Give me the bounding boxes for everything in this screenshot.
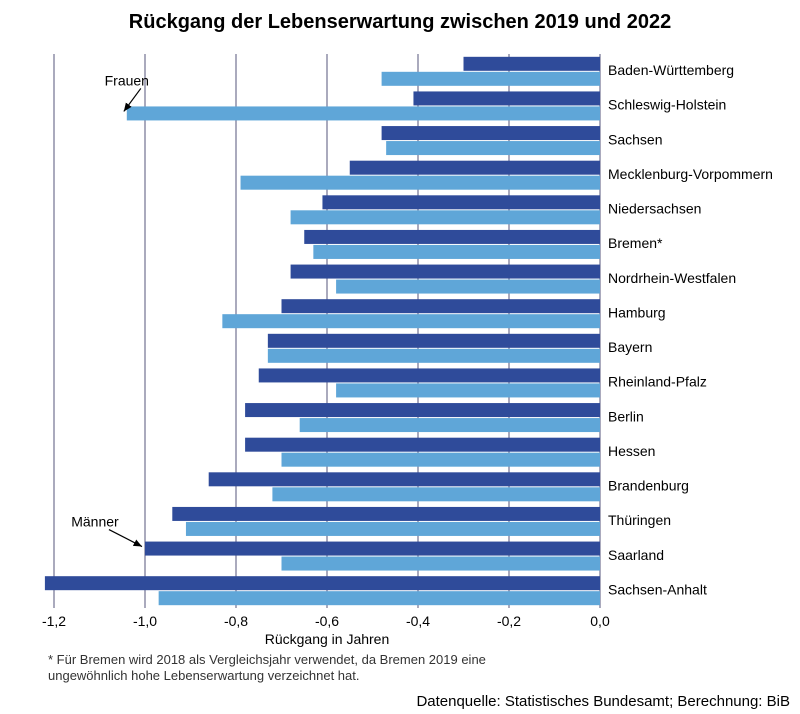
x-tick-label: 0,0 xyxy=(590,613,610,629)
category-label: Bremen* xyxy=(608,235,663,251)
x-tick-label: -0,8 xyxy=(224,613,248,629)
footnote-line2: ungewöhnlich hohe Lebenserwartung verzei… xyxy=(48,668,360,683)
chart-container: Rückgang der Lebenserwartung zwischen 20… xyxy=(0,0,800,714)
bar-männer xyxy=(304,230,600,244)
source-text: Datenquelle: Statistisches Bundesamt; Be… xyxy=(416,693,790,710)
bar-frauen xyxy=(282,453,601,467)
annotation-arrow xyxy=(109,530,142,547)
category-label: Saarland xyxy=(608,547,664,563)
x-tick-label: -0,2 xyxy=(497,613,521,629)
bar-männer xyxy=(259,368,600,382)
bar-männer xyxy=(413,91,600,105)
category-label: Berlin xyxy=(608,408,644,424)
bar-frauen xyxy=(127,106,600,120)
bar-frauen xyxy=(386,141,600,155)
bar-frauen xyxy=(291,210,600,224)
chart-title: Rückgang der Lebenserwartung zwischen 20… xyxy=(129,11,671,33)
bar-männer xyxy=(209,472,600,486)
bar-männer xyxy=(382,126,600,140)
bar-frauen xyxy=(222,314,600,328)
bar-männer xyxy=(145,542,600,556)
x-axis-label: Rückgang in Jahren xyxy=(265,631,390,647)
bar-frauen xyxy=(186,522,600,536)
bar-frauen xyxy=(241,176,600,190)
category-label: Bayern xyxy=(608,339,652,355)
category-label: Sachsen xyxy=(608,131,662,147)
category-label: Schleswig-Holstein xyxy=(608,97,726,113)
bar-männer xyxy=(45,576,600,590)
category-label: Mecklenburg-Vorpommern xyxy=(608,166,773,182)
bar-frauen xyxy=(382,72,600,86)
x-tick-label: -0,6 xyxy=(315,613,339,629)
bar-männer xyxy=(322,195,600,209)
category-label: Sachsen-Anhalt xyxy=(608,581,707,597)
bar-männer xyxy=(245,403,600,417)
bar-frauen xyxy=(336,280,600,294)
x-tick-label: -0,4 xyxy=(406,613,430,629)
x-ticks: -1,2 -1,0 -0,8 -0,6 -0,4 -0,2 0,0 xyxy=(42,613,610,629)
category-labels: Baden-Württemberg Schleswig-Holstein Sachs… xyxy=(608,62,773,597)
bar-frauen xyxy=(272,487,600,501)
footnote-line1: * Für Bremen wird 2018 als Vergleichsjah… xyxy=(48,652,486,667)
category-label: Brandenburg xyxy=(608,478,689,494)
bar-männer xyxy=(291,265,600,279)
bar-männer xyxy=(350,161,600,175)
bar-frauen xyxy=(282,557,601,571)
annotation-label: Frauen xyxy=(105,72,149,88)
category-label: Baden-Württemberg xyxy=(608,62,734,78)
x-tick-label: -1,2 xyxy=(42,613,66,629)
category-label: Hessen xyxy=(608,443,655,459)
bar-frauen xyxy=(268,349,600,363)
category-label: Thüringen xyxy=(608,512,671,528)
bar-männer xyxy=(245,438,600,452)
category-label: Nordrhein-Westfalen xyxy=(608,270,736,286)
category-label: Hamburg xyxy=(608,304,666,320)
category-label: Rheinland-Pfalz xyxy=(608,374,707,390)
bar-männer xyxy=(172,507,600,521)
bar-männer xyxy=(464,57,601,71)
bar-männer xyxy=(282,299,601,313)
bar-frauen xyxy=(159,591,600,605)
bar-frauen xyxy=(300,418,600,432)
bar-frauen xyxy=(336,383,600,397)
bars-group xyxy=(45,57,600,605)
annotation-label: Männer xyxy=(71,514,119,530)
bar-männer xyxy=(268,334,600,348)
category-label: Niedersachsen xyxy=(608,201,701,217)
x-tick-label: -1,0 xyxy=(133,613,157,629)
life-expectancy-chart: Rückgang der Lebenserwartung zwischen 20… xyxy=(0,0,800,714)
bar-frauen xyxy=(313,245,600,259)
